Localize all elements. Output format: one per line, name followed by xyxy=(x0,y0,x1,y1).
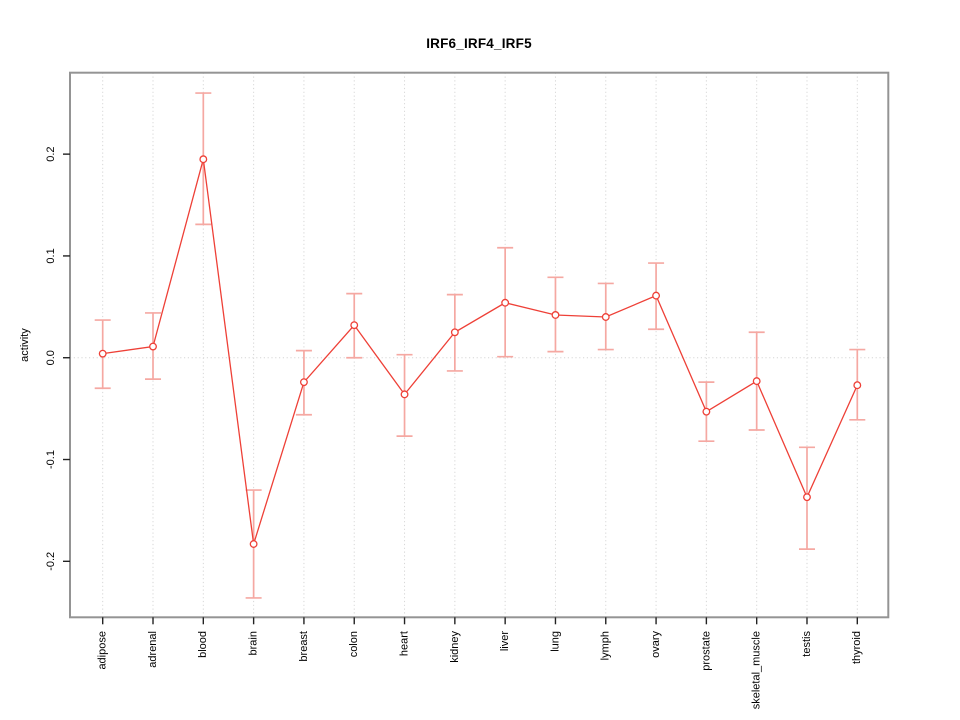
x-tick-label: kidney xyxy=(449,631,461,663)
x-tick-label: colon xyxy=(348,631,360,657)
data-point xyxy=(652,291,661,300)
data-point xyxy=(450,328,459,337)
x-tick-label: breast xyxy=(298,631,310,662)
data-point xyxy=(551,311,560,319)
x-tick-label: testis xyxy=(801,631,813,657)
y-tick-label: -0.2 xyxy=(45,552,57,571)
x-tick-label: prostate xyxy=(700,631,712,671)
x-tick-label: skeletal_muscle xyxy=(751,631,763,709)
x-tick-label: adrenal xyxy=(147,631,159,668)
data-point xyxy=(803,493,811,502)
x-tick-label: ovary xyxy=(650,631,662,658)
x-tick-label: thyroid xyxy=(851,631,863,664)
data-point xyxy=(702,407,711,416)
series-polyline xyxy=(102,159,858,545)
x-tick-label: heart xyxy=(398,631,410,656)
data-point xyxy=(199,155,208,164)
y-tick-label: 0.1 xyxy=(45,248,57,263)
data-point xyxy=(149,342,157,351)
x-tick-label: blood xyxy=(197,631,209,658)
data-point xyxy=(501,298,510,307)
y-tick-label: 0.0 xyxy=(45,350,57,365)
chart-title: IRF6_IRF4_IRF5 xyxy=(426,36,532,51)
x-tick-label: lung xyxy=(549,631,561,652)
data-point xyxy=(350,321,359,330)
data-point xyxy=(98,349,107,358)
data-point xyxy=(601,313,610,321)
x-tick-label: brain xyxy=(248,631,260,655)
x-tick-label: lymph xyxy=(600,631,612,660)
x-tick-label: adipose xyxy=(97,631,109,670)
data-point xyxy=(853,381,862,390)
data-point xyxy=(249,540,258,548)
data-point xyxy=(400,390,409,399)
y-tick-label: 0.2 xyxy=(45,146,57,161)
data-point xyxy=(299,378,308,387)
plot-frame xyxy=(69,71,890,619)
data-point xyxy=(752,377,761,386)
x-tick-label: liver xyxy=(499,631,511,652)
y-tick-label: -0.1 xyxy=(45,450,57,469)
